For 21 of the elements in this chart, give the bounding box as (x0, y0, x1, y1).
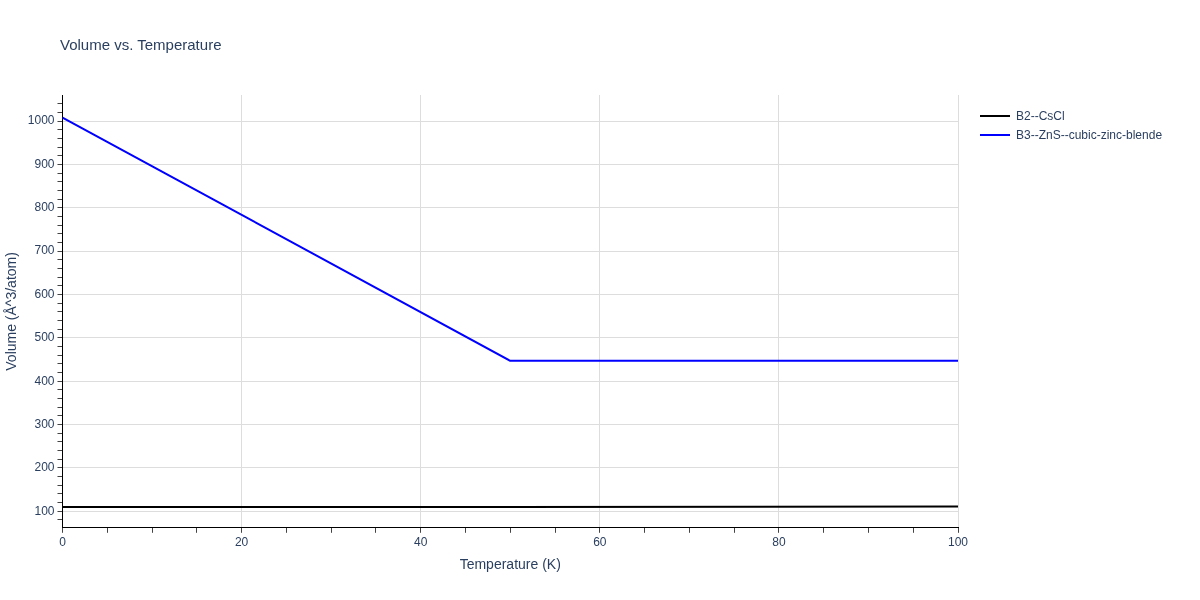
x-tick-label: 20 (234, 535, 249, 550)
x-tick-label: 60 (593, 535, 607, 550)
y-tick-label: 700 (34, 243, 55, 258)
chart-title: Volume vs. Temperature (60, 36, 222, 53)
y-tick-label: 100 (34, 503, 55, 518)
y-axis-title: Volume (Å^3/atom) (3, 252, 20, 371)
y-tick-label: 1000 (27, 113, 55, 128)
y-tick-label: 600 (34, 286, 55, 301)
x-tick-label: 80 (772, 535, 786, 550)
x-tick-label: 0 (59, 535, 67, 550)
legend-label: B3--ZnS--cubic-zinc-blende (1016, 127, 1163, 142)
y-tick-label: 300 (34, 416, 55, 431)
y-tick-label: 200 (34, 460, 55, 475)
y-tick-label: 800 (34, 200, 55, 215)
y-tick-label: 500 (34, 330, 55, 345)
x-tick-label: 100 (947, 535, 969, 550)
y-tick-label: 900 (34, 156, 55, 171)
legend-label: B2--CsCl (1016, 108, 1065, 123)
x-tick-label: 40 (414, 535, 428, 550)
x-axis-title: Temperature (K) (459, 556, 561, 573)
y-tick-label: 400 (34, 373, 55, 388)
